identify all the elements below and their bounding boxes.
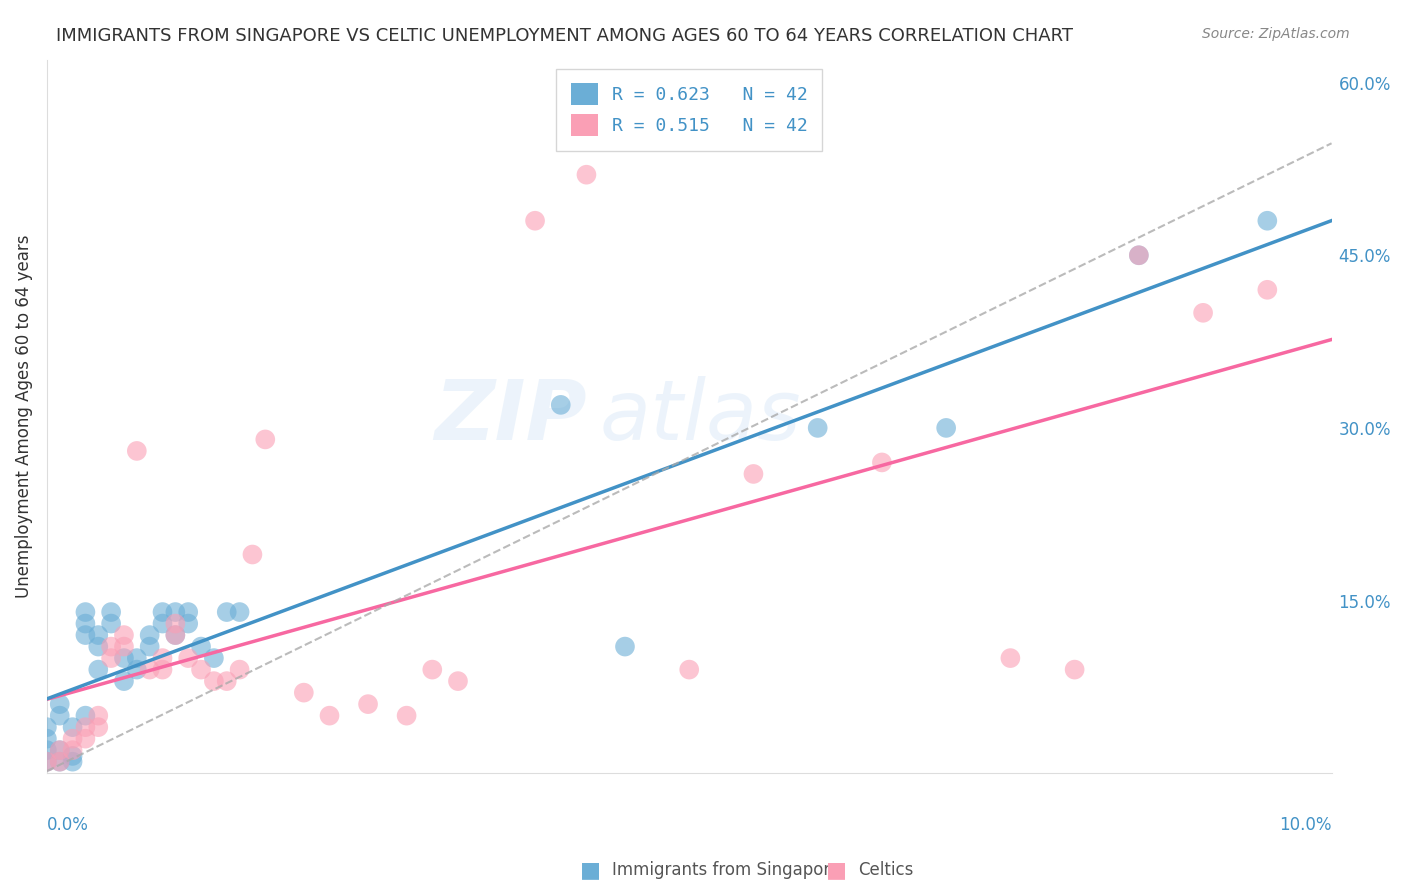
Point <box>152 663 174 677</box>
Text: ■: ■ <box>581 860 600 880</box>
Point <box>75 708 97 723</box>
Point <box>35 755 58 769</box>
Point <box>357 697 380 711</box>
Point <box>614 640 637 654</box>
Point <box>100 640 122 654</box>
Point <box>138 663 160 677</box>
Point <box>215 605 238 619</box>
Point <box>190 663 212 677</box>
Point <box>87 720 110 734</box>
Point <box>100 605 122 619</box>
Point <box>1063 663 1085 677</box>
Text: 10.0%: 10.0% <box>1279 816 1331 834</box>
Point <box>48 743 70 757</box>
Point <box>1256 213 1278 227</box>
Text: Celtics: Celtics <box>858 861 912 879</box>
Point <box>165 628 187 642</box>
Point <box>202 651 225 665</box>
Point <box>678 663 700 677</box>
Point <box>75 616 97 631</box>
Point <box>1000 651 1022 665</box>
Point <box>138 628 160 642</box>
Text: Source: ZipAtlas.com: Source: ZipAtlas.com <box>1202 27 1350 41</box>
Point <box>138 640 160 654</box>
Point <box>1256 283 1278 297</box>
Point <box>177 651 200 665</box>
Point <box>125 444 148 458</box>
Point <box>935 421 957 435</box>
Text: ■: ■ <box>827 860 846 880</box>
Point <box>742 467 765 481</box>
Point <box>1192 306 1215 320</box>
Point <box>870 455 893 469</box>
Point <box>807 421 830 435</box>
Point <box>35 743 58 757</box>
Text: atlas: atlas <box>599 376 801 457</box>
Point <box>447 674 470 689</box>
Point <box>152 616 174 631</box>
Point <box>242 548 264 562</box>
Point <box>100 651 122 665</box>
Point <box>215 674 238 689</box>
Point <box>87 663 110 677</box>
Legend: R = 0.623   N = 42, R = 0.515   N = 42: R = 0.623 N = 42, R = 0.515 N = 42 <box>557 69 823 151</box>
Point <box>228 663 250 677</box>
Point <box>318 708 340 723</box>
Point <box>62 720 84 734</box>
Point <box>35 755 58 769</box>
Point <box>1128 248 1150 262</box>
Point <box>35 731 58 746</box>
Point <box>35 720 58 734</box>
Point <box>48 755 70 769</box>
Point <box>165 605 187 619</box>
Point <box>190 640 212 654</box>
Text: 0.0%: 0.0% <box>46 816 89 834</box>
Point <box>87 628 110 642</box>
Point <box>75 720 97 734</box>
Text: Immigrants from Singapore: Immigrants from Singapore <box>612 861 839 879</box>
Point <box>87 640 110 654</box>
Point <box>202 674 225 689</box>
Point <box>1128 248 1150 262</box>
Point <box>152 605 174 619</box>
Point <box>165 628 187 642</box>
Point <box>228 605 250 619</box>
Point <box>165 616 187 631</box>
Point <box>125 651 148 665</box>
Point <box>575 168 598 182</box>
Point <box>100 616 122 631</box>
Point <box>62 743 84 757</box>
Point <box>62 748 84 763</box>
Point <box>75 628 97 642</box>
Text: ZIP: ZIP <box>434 376 586 457</box>
Point <box>524 213 547 227</box>
Point <box>48 755 70 769</box>
Point <box>152 651 174 665</box>
Point <box>550 398 572 412</box>
Point <box>292 685 315 699</box>
Point <box>254 433 277 447</box>
Point <box>125 663 148 677</box>
Point <box>62 731 84 746</box>
Point <box>112 651 135 665</box>
Point <box>48 697 70 711</box>
Point <box>177 616 200 631</box>
Point <box>420 663 443 677</box>
Point <box>48 743 70 757</box>
Point <box>395 708 418 723</box>
Point <box>112 640 135 654</box>
Point <box>48 708 70 723</box>
Point <box>87 708 110 723</box>
Point <box>75 605 97 619</box>
Point <box>177 605 200 619</box>
Point <box>75 731 97 746</box>
Point <box>112 628 135 642</box>
Y-axis label: Unemployment Among Ages 60 to 64 years: Unemployment Among Ages 60 to 64 years <box>15 235 32 599</box>
Point <box>112 674 135 689</box>
Text: IMMIGRANTS FROM SINGAPORE VS CELTIC UNEMPLOYMENT AMONG AGES 60 TO 64 YEARS CORRE: IMMIGRANTS FROM SINGAPORE VS CELTIC UNEM… <box>56 27 1073 45</box>
Point <box>62 755 84 769</box>
